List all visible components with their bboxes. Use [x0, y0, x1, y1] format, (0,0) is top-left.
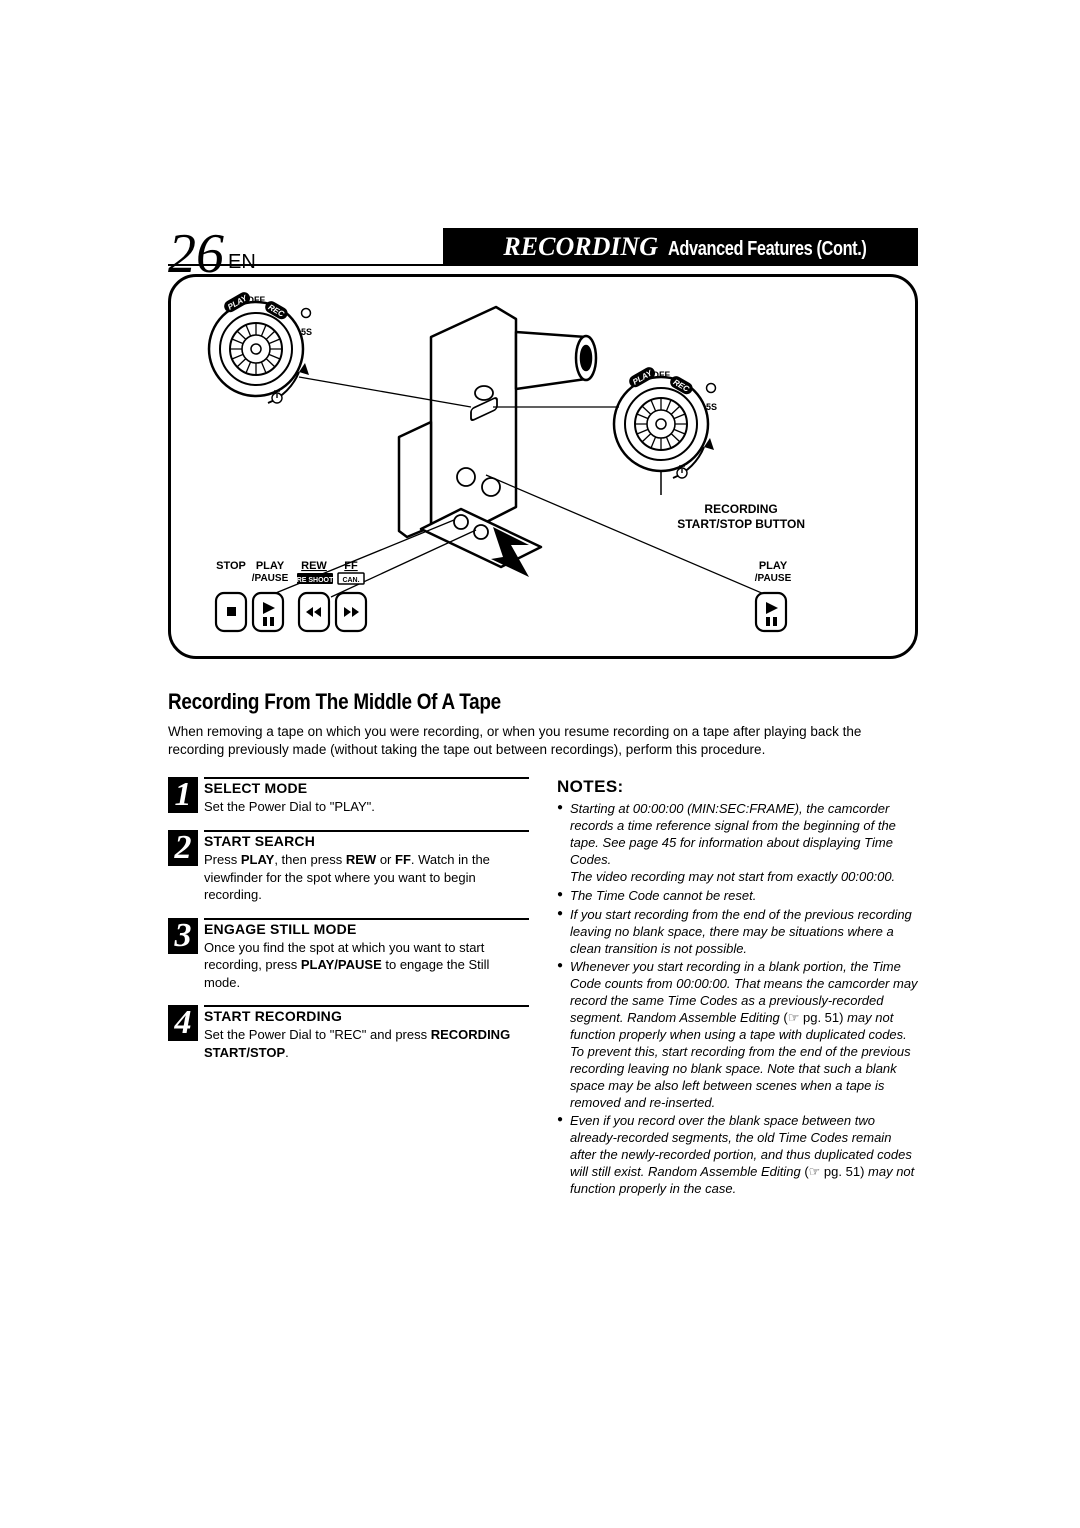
svg-text:PLAY: PLAY [759, 560, 788, 572]
svg-text:STOP: STOP [216, 560, 246, 572]
header-black-bar: RECORDING Advanced Features (Cont.) [443, 228, 918, 264]
left-dial: PLAY OFF REC 5S [209, 290, 312, 403]
step-heading: START RECORDING [204, 1005, 529, 1024]
step-text: Set the Power Dial to "PLAY". [204, 798, 529, 816]
steps-column: 1 SELECT MODE Set the Power Dial to "PLAY"… [168, 777, 529, 1199]
step-body: SELECT MODE Set the Power Dial to "PLAY". [204, 777, 529, 816]
step-heading: SELECT MODE [204, 777, 529, 796]
svg-text:CAN.: CAN. [342, 577, 359, 584]
step-body: START SEARCH Press PLAY, then press REW o… [204, 830, 529, 904]
step-number: 4 [168, 1005, 198, 1041]
svg-text:FF: FF [344, 560, 358, 572]
step-text: Set the Power Dial to "REC" and press RE… [204, 1026, 529, 1061]
step-text: Press PLAY, then press REW or FF. Watch … [204, 851, 529, 904]
note-item: The Time Code cannot be reset. [557, 888, 918, 905]
page-language: EN [228, 251, 256, 274]
svg-text:REW: REW [301, 560, 327, 572]
button-right: PLAY /PAUSE [755, 560, 792, 631]
step-body: ENGAGE STILL MODE Once you find the spot … [204, 918, 529, 992]
step-text: Once you find the spot at which you want… [204, 939, 529, 992]
svg-text:RE SHOOT: RE SHOOT [297, 577, 334, 584]
right-dial: PLAY OFF REC 5S [614, 365, 717, 495]
buttons-left-group: STOP PLAY /PAUSE REW RE SHOOT [216, 560, 366, 631]
note-item: Even if you record over the blank space … [557, 1113, 918, 1197]
step: 2 START SEARCH Press PLAY, then press REW … [168, 830, 529, 904]
note-item: If you start recording from the end of t… [557, 907, 918, 958]
notes-column: NOTES: Starting at 00:00:00 (MIN:SEC:FRA… [557, 777, 918, 1199]
step-heading: START SEARCH [204, 830, 529, 849]
two-column-body: 1 SELECT MODE Set the Power Dial to "PLAY"… [168, 777, 918, 1199]
illustration-svg: PLAY OFF REC 5S [171, 277, 915, 656]
note-item: Starting at 00:00:00 (MIN:SEC:FRAME), th… [557, 801, 918, 885]
step-number: 3 [168, 918, 198, 954]
header-title-condensed: Advanced Features (Cont.) [668, 238, 866, 261]
svg-text:OFF: OFF [652, 370, 670, 380]
illustration-frame: PLAY OFF REC 5S [168, 274, 918, 659]
svg-text:OFF: OFF [247, 295, 265, 305]
intro-paragraph: When removing a tape on which you were r… [168, 723, 918, 759]
page-header: 26 EN RECORDING Advanced Features (Cont.… [168, 220, 918, 266]
note-item: Whenever you start recording in a blank … [557, 959, 918, 1111]
step-heading: ENGAGE STILL MODE [204, 918, 529, 937]
step-body: START RECORDING Set the Power Dial to "RE… [204, 1005, 529, 1061]
step-number: 1 [168, 777, 198, 813]
camcorder-body [399, 307, 596, 567]
step: 3 ENGAGE STILL MODE Once you find the spot… [168, 918, 529, 992]
rec-start-stop-label: RECORDING START/STOP BUTTON [677, 502, 805, 532]
step-number: 2 [168, 830, 198, 866]
manual-page: 26 EN RECORDING Advanced Features (Cont.… [168, 220, 918, 1200]
section-title: Recording From The Middle Of A Tape [168, 689, 813, 715]
header-title-italic: RECORDING [503, 232, 658, 262]
svg-text:5S: 5S [301, 327, 312, 337]
svg-text:/PAUSE: /PAUSE [252, 573, 289, 584]
notes-heading: NOTES: [557, 777, 918, 797]
svg-text:/PAUSE: /PAUSE [755, 573, 792, 584]
notes-list: Starting at 00:00:00 (MIN:SEC:FRAME), th… [557, 801, 918, 1197]
svg-text:5S: 5S [706, 402, 717, 412]
svg-text:PLAY: PLAY [256, 560, 285, 572]
step: 4 START RECORDING Set the Power Dial to "R… [168, 1005, 529, 1061]
step: 1 SELECT MODE Set the Power Dial to "PLAY"… [168, 777, 529, 816]
